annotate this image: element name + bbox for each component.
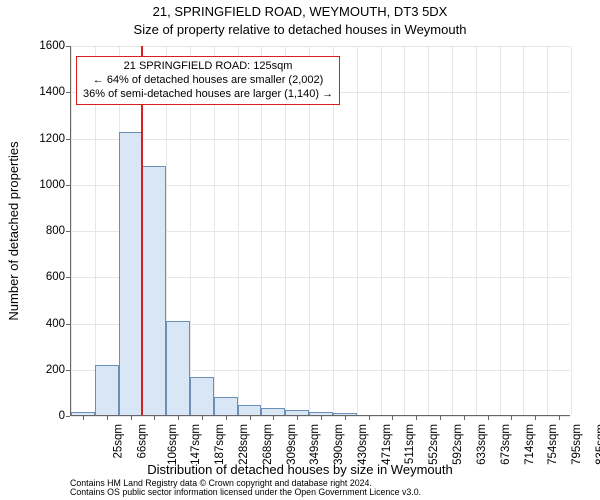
x-tick-label: 754sqm bbox=[547, 424, 559, 465]
x-tick-label: 106sqm bbox=[166, 424, 178, 465]
x-tick-mark bbox=[511, 416, 512, 420]
annotation-line: 36% of semi-detached houses are larger (… bbox=[83, 88, 333, 102]
x-tick-label: 25sqm bbox=[112, 424, 124, 459]
annotation-box: 21 SPRINGFIELD ROAD: 125sqm← 64% of deta… bbox=[76, 56, 340, 105]
annotation-line: 21 SPRINGFIELD ROAD: 125sqm bbox=[83, 60, 333, 74]
grid-line-v bbox=[523, 46, 524, 415]
x-tick-label: 430sqm bbox=[357, 424, 369, 465]
histogram-bar bbox=[285, 410, 309, 415]
x-tick-mark bbox=[154, 416, 155, 420]
x-tick-mark bbox=[345, 416, 346, 420]
grid-line-v bbox=[71, 46, 72, 415]
x-tick-mark bbox=[107, 416, 108, 420]
grid-line-h bbox=[71, 139, 570, 140]
grid-line-v bbox=[428, 46, 429, 415]
y-tick-label: 0 bbox=[59, 410, 65, 422]
x-tick-label: 66sqm bbox=[136, 424, 148, 459]
y-tick-mark bbox=[66, 324, 70, 325]
x-tick-mark bbox=[226, 416, 227, 420]
x-tick-label: 268sqm bbox=[262, 424, 274, 465]
x-tick-mark bbox=[392, 416, 393, 420]
y-tick-mark bbox=[66, 46, 70, 47]
x-tick-label: 309sqm bbox=[285, 424, 297, 465]
histogram-bar bbox=[119, 132, 143, 415]
x-tick-label: 471sqm bbox=[381, 424, 393, 465]
histogram-bar bbox=[333, 413, 357, 415]
x-tick-mark bbox=[464, 416, 465, 420]
x-tick-label: 147sqm bbox=[190, 424, 202, 465]
x-tick-mark bbox=[488, 416, 489, 420]
grid-line-v bbox=[476, 46, 477, 415]
x-tick-mark bbox=[416, 416, 417, 420]
y-tick-label: 1000 bbox=[39, 179, 65, 191]
footer-line: Contains OS public sector information li… bbox=[70, 488, 421, 498]
x-tick-mark bbox=[250, 416, 251, 420]
x-tick-mark bbox=[559, 416, 560, 420]
histogram-bar bbox=[71, 412, 95, 415]
y-tick-mark bbox=[66, 370, 70, 371]
grid-line-v bbox=[452, 46, 453, 415]
y-tick-mark bbox=[66, 139, 70, 140]
chart-title: 21, SPRINGFIELD ROAD, WEYMOUTH, DT3 5DX bbox=[0, 4, 600, 19]
y-tick-label: 1400 bbox=[39, 86, 65, 98]
histogram-bar bbox=[190, 377, 214, 415]
grid-line-v bbox=[357, 46, 358, 415]
x-tick-mark bbox=[131, 416, 132, 420]
grid-line-v bbox=[547, 46, 548, 415]
grid-line-v bbox=[571, 46, 572, 415]
histogram-bar bbox=[166, 321, 190, 415]
y-axis-title: Number of detached properties bbox=[6, 52, 21, 231]
x-tick-label: 390sqm bbox=[333, 424, 345, 465]
x-tick-mark bbox=[321, 416, 322, 420]
y-tick-mark bbox=[66, 185, 70, 186]
annotation-line: ← 64% of detached houses are smaller (2,… bbox=[83, 74, 333, 88]
x-tick-label: 633sqm bbox=[476, 424, 488, 465]
footer-attribution: Contains HM Land Registry data © Crown c… bbox=[70, 479, 421, 498]
x-tick-mark bbox=[273, 416, 274, 420]
x-tick-label: 228sqm bbox=[238, 424, 250, 465]
y-tick-mark bbox=[66, 92, 70, 93]
histogram-bar bbox=[238, 405, 262, 415]
x-tick-label: 673sqm bbox=[500, 424, 512, 465]
histogram-bar bbox=[261, 408, 285, 415]
histogram-bar bbox=[95, 365, 119, 415]
grid-line-h bbox=[71, 46, 570, 47]
x-tick-mark bbox=[369, 416, 370, 420]
chart-subtitle: Size of property relative to detached ho… bbox=[0, 22, 600, 37]
x-tick-label: 187sqm bbox=[214, 424, 226, 465]
y-tick-mark bbox=[66, 416, 70, 417]
x-tick-label: 511sqm bbox=[404, 424, 416, 464]
x-tick-mark bbox=[440, 416, 441, 420]
y-tick-label: 1600 bbox=[39, 40, 65, 52]
x-tick-mark bbox=[297, 416, 298, 420]
histogram-bar bbox=[309, 412, 333, 415]
grid-line-v bbox=[381, 46, 382, 415]
x-tick-mark bbox=[202, 416, 203, 420]
y-tick-mark bbox=[66, 277, 70, 278]
x-tick-label: 592sqm bbox=[452, 424, 464, 465]
y-tick-mark bbox=[66, 231, 70, 232]
x-tick-label: 552sqm bbox=[428, 424, 440, 465]
x-tick-mark bbox=[178, 416, 179, 420]
histogram-bar bbox=[142, 166, 166, 415]
y-tick-label: 600 bbox=[46, 271, 65, 283]
y-tick-label: 400 bbox=[46, 318, 65, 330]
histogram-bar bbox=[214, 397, 238, 416]
x-tick-label: 835sqm bbox=[595, 424, 600, 465]
x-tick-label: 795sqm bbox=[571, 424, 583, 465]
x-tick-mark bbox=[535, 416, 536, 420]
x-tick-mark bbox=[83, 416, 84, 420]
x-tick-label: 714sqm bbox=[524, 424, 536, 465]
chart-container: 21, SPRINGFIELD ROAD, WEYMOUTH, DT3 5DX … bbox=[0, 0, 600, 500]
y-tick-label: 200 bbox=[46, 364, 65, 376]
grid-line-v bbox=[500, 46, 501, 415]
y-tick-label: 800 bbox=[46, 225, 65, 237]
x-tick-label: 349sqm bbox=[309, 424, 321, 465]
y-tick-label: 1200 bbox=[39, 133, 65, 145]
grid-line-v bbox=[404, 46, 405, 415]
